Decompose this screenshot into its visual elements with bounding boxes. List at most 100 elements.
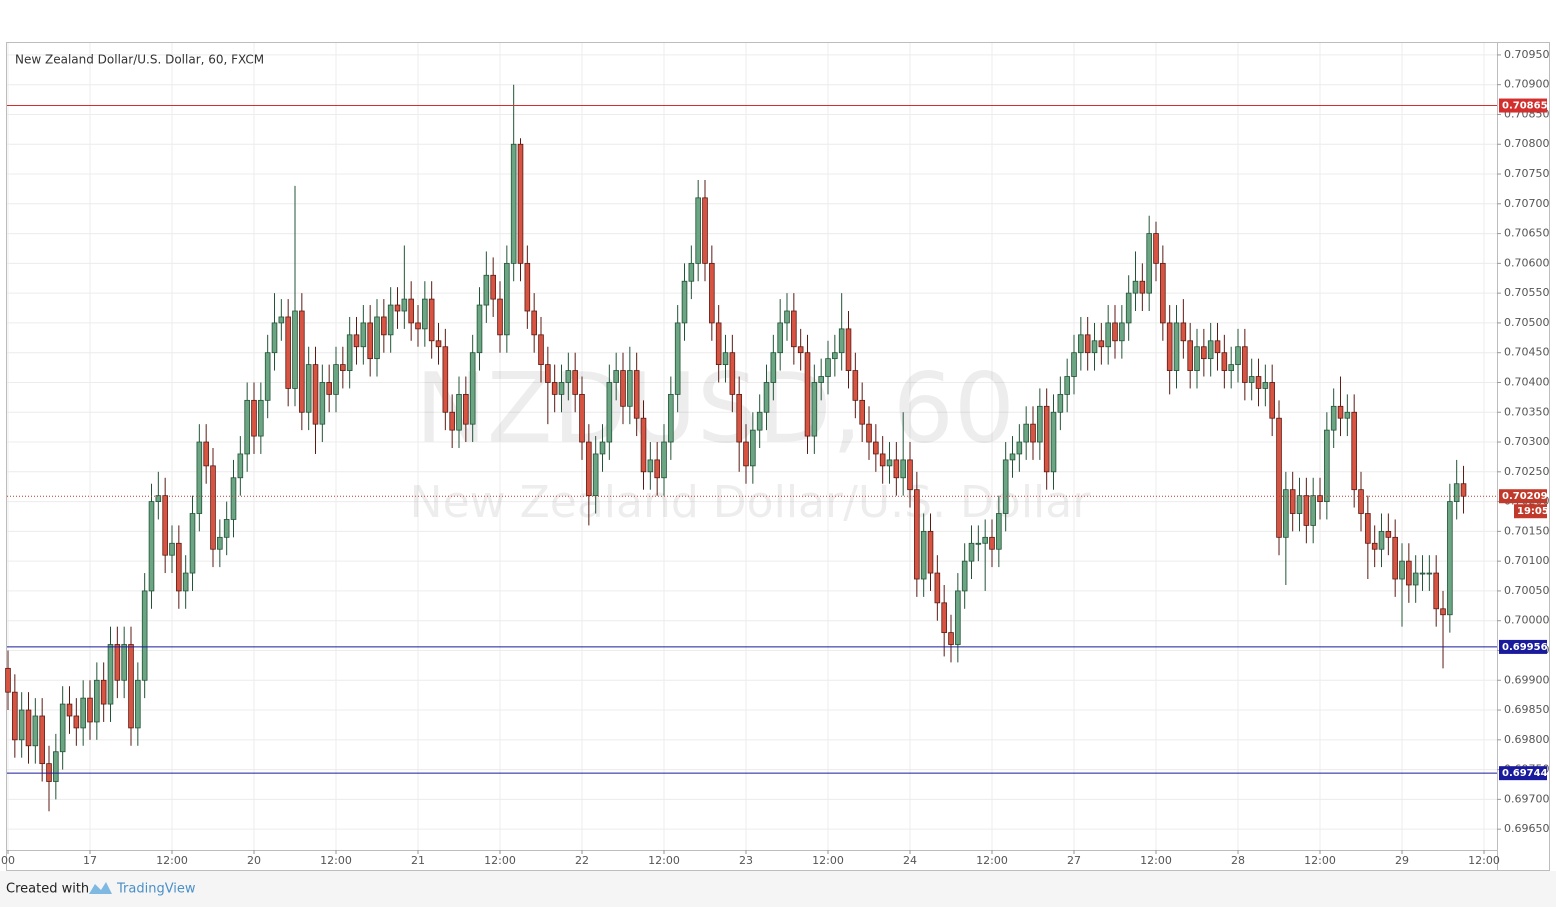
candle-body xyxy=(1201,346,1207,360)
candle-body xyxy=(1132,280,1139,294)
y-tick-label: 0.69800 xyxy=(1504,733,1550,746)
candle-body xyxy=(422,298,428,330)
candle-body xyxy=(114,644,121,681)
candle-body xyxy=(53,751,59,782)
candle-body xyxy=(1098,340,1105,348)
candle-body xyxy=(879,453,886,467)
candle-body xyxy=(1392,536,1398,580)
candle-body xyxy=(401,298,408,312)
candle-body xyxy=(1221,352,1228,371)
candle-body xyxy=(777,322,783,354)
candle-body xyxy=(1371,542,1378,550)
countdown-bg xyxy=(1514,504,1547,519)
footer-brand[interactable]: TradingView xyxy=(116,882,196,897)
candle-body xyxy=(1242,346,1248,383)
candle-body xyxy=(353,334,360,348)
x-tick-label: 12:00 xyxy=(1140,854,1172,867)
candle-body xyxy=(196,441,203,514)
candle-body xyxy=(497,298,503,336)
x-tick-label: 12:00 xyxy=(648,854,680,867)
candle-body xyxy=(832,352,838,360)
candle-body xyxy=(1016,441,1023,455)
candle-body xyxy=(1433,572,1439,610)
candle-body xyxy=(1078,334,1084,354)
candle-body xyxy=(517,143,524,264)
candle-body xyxy=(770,352,777,383)
candle-body xyxy=(565,370,572,383)
candle-body xyxy=(681,280,688,324)
candle-body xyxy=(476,304,483,354)
x-tick-label: 12:00 xyxy=(976,854,1008,867)
candle-body xyxy=(1207,340,1214,360)
candle-body xyxy=(333,364,339,395)
candle-body xyxy=(845,328,852,371)
candle-body xyxy=(18,709,25,741)
candle-body xyxy=(668,393,674,443)
candle-body xyxy=(1378,530,1385,550)
candle-body xyxy=(394,304,401,312)
axis-layer: 0.696500.697000.697500.698000.698500.699… xyxy=(1,48,1550,867)
candle-body xyxy=(1153,233,1159,264)
candle-body xyxy=(538,334,544,366)
candle-body xyxy=(586,441,592,497)
candle-body xyxy=(1166,322,1173,371)
y-tick-label: 0.70900 xyxy=(1504,78,1550,91)
candle-body xyxy=(1023,423,1029,443)
candle-body xyxy=(975,542,982,545)
candle-body xyxy=(873,441,879,455)
y-tick-label: 0.70250 xyxy=(1504,465,1550,478)
candle-body xyxy=(292,310,298,389)
candle-body xyxy=(1105,322,1111,348)
x-tick-label: 20 xyxy=(247,854,261,867)
candle-body xyxy=(750,429,756,467)
candle-body xyxy=(825,358,831,377)
candle-body xyxy=(251,399,257,437)
candle-body xyxy=(968,542,975,562)
candle-body xyxy=(135,679,141,729)
candle-body xyxy=(524,262,531,312)
candle-body xyxy=(1453,483,1460,502)
candle-body xyxy=(1146,233,1152,294)
y-tick-label: 0.70750 xyxy=(1504,167,1550,180)
candle-body xyxy=(996,513,1002,550)
candle-body xyxy=(141,590,148,681)
candle-body xyxy=(1112,322,1118,342)
candle-body xyxy=(1255,376,1262,389)
candle-body xyxy=(1337,405,1344,419)
candle-body xyxy=(558,382,565,395)
candle-body xyxy=(1447,501,1453,616)
candle-body xyxy=(599,441,606,455)
candle-body xyxy=(1043,405,1050,473)
candle-body xyxy=(271,322,278,354)
candle-body xyxy=(59,703,66,753)
y-tick-label: 0.70350 xyxy=(1504,405,1550,418)
candle-body xyxy=(1173,322,1180,371)
candle-layer xyxy=(5,84,1467,812)
candle-body xyxy=(961,560,968,592)
candle-body xyxy=(278,316,285,324)
candle-body xyxy=(504,262,510,336)
y-tick-label: 0.70050 xyxy=(1504,584,1550,597)
candle-body xyxy=(305,364,312,413)
candle-body xyxy=(695,197,701,264)
candle-body xyxy=(572,370,578,395)
candle-body xyxy=(736,393,742,443)
candle-body xyxy=(1057,393,1064,413)
x-tick-label: 12:00 xyxy=(320,854,352,867)
candle-body xyxy=(148,501,155,592)
candle-body xyxy=(647,459,654,473)
level-label-bg xyxy=(1499,639,1547,654)
candle-body xyxy=(237,453,244,479)
y-tick-label: 0.70400 xyxy=(1504,375,1550,388)
candle-body xyxy=(1358,489,1364,514)
candle-body xyxy=(756,411,763,431)
brand-logo xyxy=(89,882,112,894)
candle-body xyxy=(797,346,804,354)
candle-body xyxy=(784,310,790,324)
y-tick-label: 0.69850 xyxy=(1504,703,1550,716)
y-tick-label: 0.70450 xyxy=(1504,346,1550,359)
candle-body xyxy=(264,352,271,401)
candle-body xyxy=(210,465,216,550)
